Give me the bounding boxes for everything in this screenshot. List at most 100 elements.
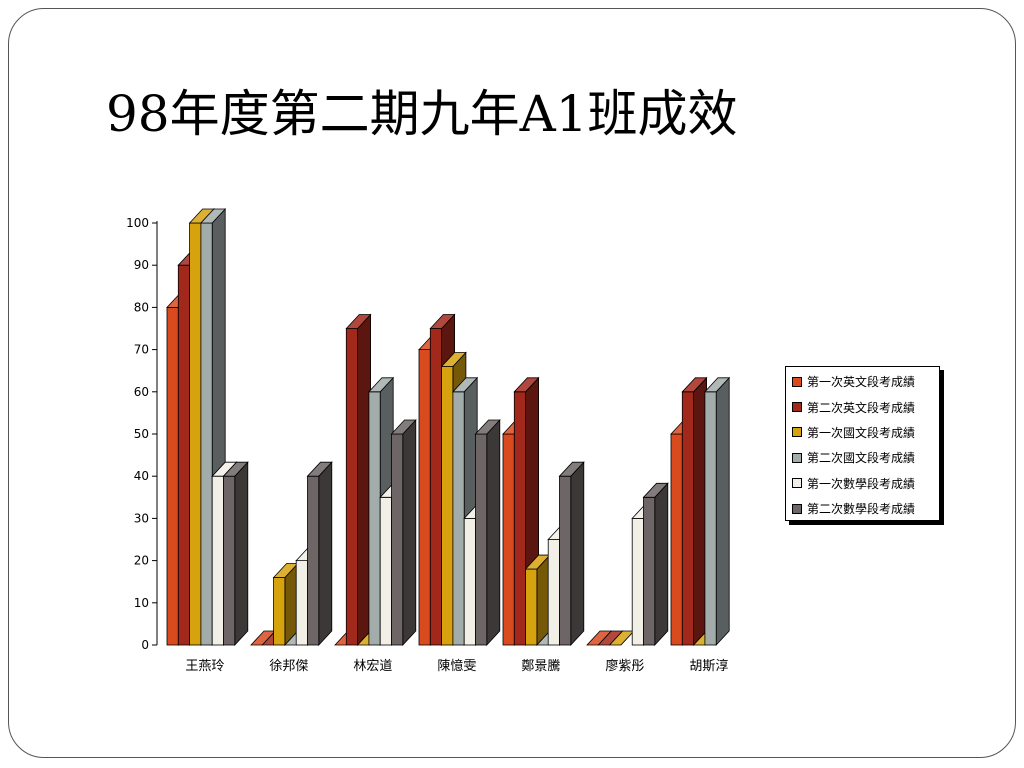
y-tick-label: 0 [141,638,149,652]
x-tick-label: 徐邦傑 [269,659,308,674]
bar-front [525,568,538,646]
legend-swatch [792,376,802,387]
legend-label: 第一次英文段考成績 [807,375,916,390]
slide-title: 98年度第二期九年A1班成效 [106,85,738,143]
bar-front [345,328,358,646]
bar-front [670,433,683,646]
bar-front [475,433,488,646]
bar-top [199,208,227,224]
legend-box: 第一次英文段考成績 第二次英文段考成績 第一次國文段考成績 第二次國文段考成績 第一次數… [785,366,940,521]
bar-front [559,475,572,646]
y-tick-label: 10 [134,596,149,610]
legend-label: 第二次國文段考成績 [807,451,916,466]
legend-swatch [792,478,802,489]
bar [642,482,669,647]
bar-side [715,376,730,647]
bar-front [379,496,392,646]
x-tick-label: 陳憶雯 [437,659,476,674]
bar-front [502,433,515,646]
x-tick-label: 廖紫彤 [605,658,644,674]
legend-item: 第二次數學段考成績 [792,496,939,521]
legend-item: 第二次英文段考成績 [792,394,939,419]
bar-front [211,475,224,646]
x-tick-label: 林宏道 [353,659,392,674]
legend-label: 第一次數學段考成績 [807,476,916,491]
legend-item: 第二次國文段考成績 [792,445,939,470]
legend-label: 第二次英文段考成績 [807,400,916,415]
bar-front [463,518,476,646]
x-tick-label: 鄭景騰 [521,658,560,674]
bar-front [307,475,320,646]
y-tick-label: 70 [134,343,149,357]
y-tick-label: 100 [126,216,149,230]
legend-swatch [792,427,802,438]
bar-side [402,418,417,647]
bar [703,376,731,647]
bar [272,562,299,647]
legend-swatch [792,503,802,514]
bar [390,418,417,647]
bar [681,376,708,647]
bar [306,461,333,647]
bar-front [452,391,465,646]
bar-front [441,366,454,646]
bar-top [474,419,501,435]
bar [558,461,585,647]
legend-label: 第一次國文段考成績 [807,425,916,440]
bar-side [318,461,333,647]
bar-front [681,391,694,646]
bar-front [704,391,717,646]
bar-front [295,560,308,646]
y-tick-label: 50 [134,427,149,441]
bar-front [189,222,202,646]
bar-top [390,419,417,435]
legend-swatch [792,452,802,463]
y-tick-label: 20 [134,554,149,568]
bar-side [486,418,501,647]
x-tick-label: 胡斯淳 [689,658,728,674]
bar-front [166,306,179,646]
bar-front [513,391,526,646]
y-tick-label: 90 [134,258,149,272]
bar [222,461,249,647]
bar [345,313,372,647]
bar [524,554,551,647]
bar-front [631,518,644,646]
bar-top [440,352,467,367]
bar-front [418,349,431,646]
y-tick-label: 80 [134,300,149,314]
bar-front [177,264,191,646]
chart-legend: 第一次英文段考成績 第二次英文段考成績 第一次國文段考成績 第二次國文段考成績 第一次數… [785,366,944,525]
bar-top [642,482,669,498]
bar-front [391,433,404,646]
x-tick-label: 王燕玲 [185,659,224,674]
bar [474,418,501,647]
bar-front [429,328,442,646]
bar-top [306,461,333,477]
legend-item: 第一次英文段考成績 [792,369,939,394]
bar-front [273,577,286,646]
bar-top [558,461,585,477]
legend-item: 第一次國文段考成績 [792,420,939,445]
y-tick-label: 30 [134,511,149,525]
bar-front [223,475,236,646]
bar-side [234,461,249,647]
legend-label: 第二次數學段考成績 [807,502,916,517]
y-tick-label: 40 [134,469,149,483]
bar-front [200,222,213,646]
bar-front [547,539,560,646]
bar-side [654,482,669,647]
bar-top [513,377,540,393]
bar-top [367,377,395,393]
bar-top [703,377,731,393]
bar-side [570,461,585,647]
bar-top [222,461,249,477]
bar-top [451,377,479,393]
y-tick-label: 60 [134,385,149,399]
bar-top [345,314,372,329]
bar-front [368,391,381,646]
bar-top [429,314,456,329]
bar-top [681,377,708,393]
legend-item: 第一次數學段考成績 [792,471,939,496]
